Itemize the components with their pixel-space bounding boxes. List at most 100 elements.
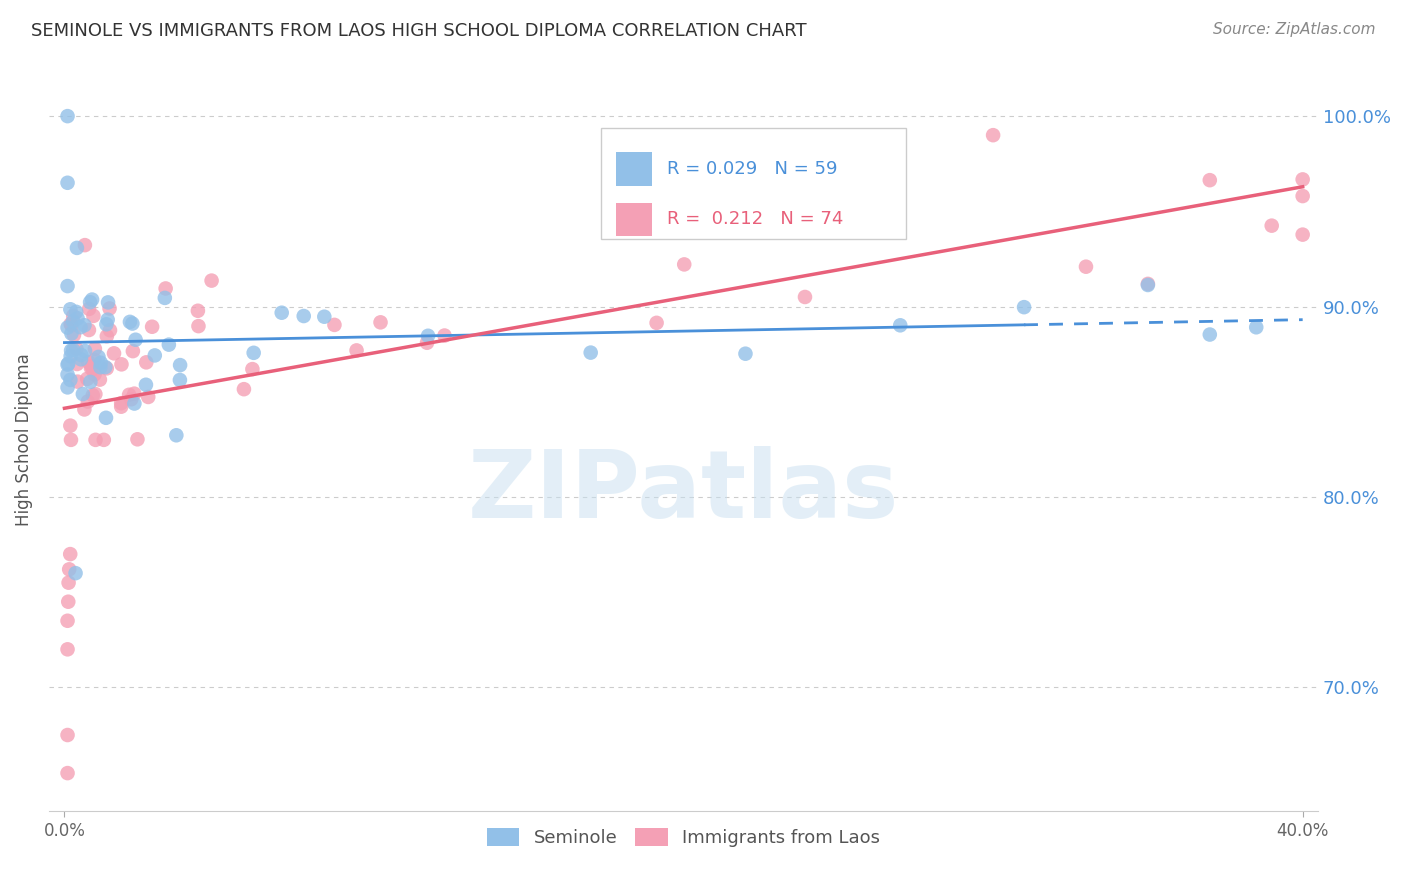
Point [122,344,145,359]
Point [59,317,82,331]
Text: Source: ZipAtlas.com: Source: ZipAtlas.com [1212,22,1375,37]
Point [66,357,89,371]
Point [76,394,98,409]
Point [84,387,107,401]
Point [242,362,264,376]
Point [314,310,336,324]
Point [82,388,104,402]
Point [118,388,141,402]
Point [65,305,87,319]
Point [66,241,89,255]
Point [90,356,112,370]
Point [579,345,602,359]
Point [89,360,111,375]
Bar [616,153,652,186]
Point [60,326,83,341]
Point [84,433,107,447]
Point [66,375,89,389]
Point [97,312,120,326]
Point [1198,327,1220,342]
Point [79,375,101,389]
Point [370,315,392,329]
Point [83,352,105,367]
Point [80,359,103,374]
Point [93,433,115,447]
Point [82,309,104,323]
Point [62,314,84,328]
Point [1292,227,1315,242]
Point [69,320,91,334]
Point [58,595,80,609]
Point [98,301,121,316]
Point [1292,189,1315,203]
Point [187,319,209,334]
Point [1198,173,1220,187]
Point [58,562,80,576]
Point [77,323,100,337]
Point [83,342,105,356]
Point [124,333,146,347]
Point [79,295,101,310]
Point [242,346,264,360]
Point [66,311,89,326]
Point [56,176,79,190]
Point [794,290,817,304]
Point [56,380,79,394]
Point [127,432,149,446]
Point [734,347,756,361]
Point [124,396,146,410]
Point [135,355,157,369]
Point [169,373,191,387]
Text: SEMINOLE VS IMMIGRANTS FROM LAOS HIGH SCHOOL DIPLOMA CORRELATION CHART: SEMINOLE VS IMMIGRANTS FROM LAOS HIGH SC… [31,22,807,40]
Point [1136,277,1159,292]
Point [80,361,103,376]
Point [200,274,222,288]
Point [73,238,96,252]
Point [56,358,79,372]
Point [87,350,110,364]
Text: ZIPatlas: ZIPatlas [468,446,900,538]
Point [292,309,315,323]
Point [433,328,456,343]
Point [94,410,117,425]
Point [169,358,191,372]
Point [59,433,82,447]
Point [60,318,83,333]
Point [187,303,209,318]
Point [97,295,120,310]
Point [124,386,146,401]
Point [1074,260,1097,274]
Point [98,323,121,337]
Point [96,329,118,343]
Point [110,400,132,414]
Point [76,372,98,386]
Point [135,377,157,392]
Bar [616,202,652,236]
Point [1136,277,1159,291]
Point [59,302,82,317]
Point [1292,172,1315,186]
Point [232,382,254,396]
Legend: Seminole, Immigrants from Laos: Seminole, Immigrants from Laos [479,821,887,855]
Point [83,368,105,382]
Point [96,318,118,332]
Point [70,348,93,362]
Point [89,373,111,387]
Text: R = 0.029   N = 59: R = 0.029 N = 59 [666,161,838,178]
Point [155,281,177,295]
Point [1012,300,1035,314]
Point [645,316,668,330]
FancyBboxPatch shape [600,128,905,239]
Point [75,344,97,359]
Point [56,614,79,628]
Point [270,306,292,320]
Point [60,343,83,358]
Point [143,348,166,362]
Point [56,368,79,382]
Point [65,342,87,356]
Point [58,357,80,371]
Point [141,319,163,334]
Point [110,357,132,371]
Point [120,392,142,407]
Point [59,349,82,363]
